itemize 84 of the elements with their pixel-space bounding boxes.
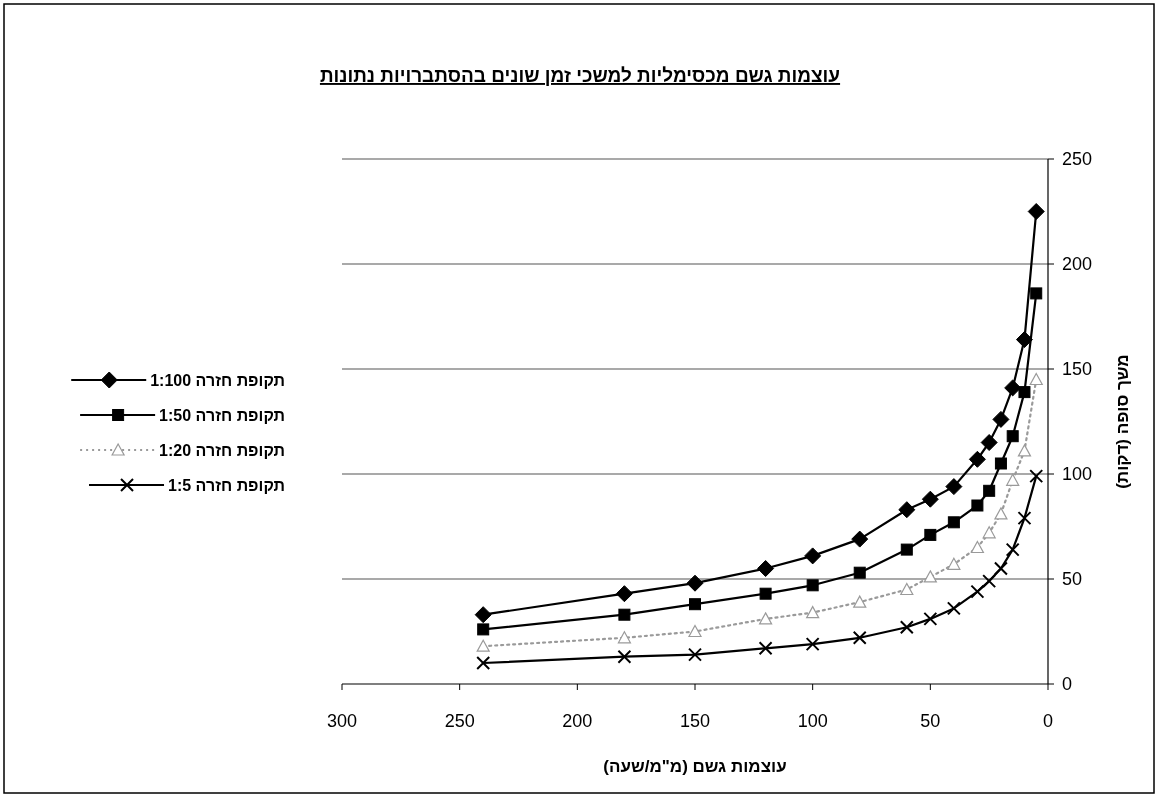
point xyxy=(900,543,913,556)
point xyxy=(853,595,867,608)
point xyxy=(1015,331,1033,349)
legend-label: תקופת חזרה 1:20 xyxy=(159,442,285,459)
point xyxy=(980,434,998,451)
legend-label: תקופת חזרה 1:100 xyxy=(150,372,285,389)
point xyxy=(474,606,492,624)
legend-item: תקופת חזרה 1:100 xyxy=(71,371,285,389)
point xyxy=(615,585,633,603)
point xyxy=(945,478,963,496)
legend-label: תקופת חזרה 1:50 xyxy=(159,407,285,424)
point xyxy=(1005,542,1020,557)
point xyxy=(994,507,1008,520)
point xyxy=(476,639,490,652)
point xyxy=(971,499,984,512)
point xyxy=(947,557,961,570)
point xyxy=(1004,379,1022,397)
y-tick-label: 200 xyxy=(1062,254,1093,274)
point xyxy=(689,598,701,611)
x-tick-label: 250 xyxy=(444,711,475,731)
x-tick-label: 50 xyxy=(920,711,941,731)
point xyxy=(1018,386,1031,399)
point xyxy=(982,526,996,539)
point xyxy=(688,647,702,662)
legend-item: תקופת חזרה 1:5 xyxy=(89,477,285,494)
y-tick-label: 100 xyxy=(1062,464,1093,484)
y-tick-label: 150 xyxy=(1062,359,1093,379)
x-axis-title: עוצמות גשם (מ"מ/שעה) xyxy=(603,757,787,776)
point xyxy=(921,490,939,508)
point xyxy=(1030,287,1043,300)
legend-item: תקופת חזרה 1:50 xyxy=(80,407,285,424)
point xyxy=(993,561,1008,576)
point xyxy=(1027,203,1045,220)
point xyxy=(900,582,914,596)
point xyxy=(946,601,961,616)
point xyxy=(982,574,997,589)
legend-label: תקופת חזרה 1:5 xyxy=(168,477,285,494)
point xyxy=(805,637,820,652)
chart-title: עוצמות גשם מכסימליות למשכי זמן שונים בהסתברויות נתונות xyxy=(319,65,841,86)
point xyxy=(851,530,869,548)
point xyxy=(617,631,631,644)
x-tick-label: 200 xyxy=(562,711,593,731)
y-tick-label: 250 xyxy=(1062,149,1093,169)
x-tick-label: 100 xyxy=(797,711,828,731)
point xyxy=(983,484,996,497)
x-tick-label: 0 xyxy=(1042,711,1054,731)
point xyxy=(806,579,819,592)
point xyxy=(852,630,867,645)
point xyxy=(1029,372,1043,386)
point xyxy=(923,611,938,626)
point xyxy=(994,457,1007,470)
point xyxy=(1017,444,1032,457)
point xyxy=(757,560,775,577)
point xyxy=(1017,511,1032,526)
point xyxy=(476,656,491,670)
y-tick-label: 0 xyxy=(1062,674,1073,694)
point xyxy=(1029,469,1044,484)
point xyxy=(992,410,1010,428)
point xyxy=(970,584,985,599)
point xyxy=(758,641,773,656)
point xyxy=(759,612,773,625)
point xyxy=(617,649,632,664)
point xyxy=(759,587,772,600)
x-tick-label: 300 xyxy=(326,711,358,731)
point xyxy=(923,570,937,583)
point xyxy=(1006,473,1020,486)
point xyxy=(477,623,490,636)
point xyxy=(806,606,820,619)
point xyxy=(686,574,704,592)
point xyxy=(947,516,960,529)
legend-item: תקופת חזרה 1:20 xyxy=(80,442,285,459)
point xyxy=(853,566,866,579)
point xyxy=(688,624,702,638)
point xyxy=(1006,430,1019,443)
point xyxy=(804,547,822,565)
x-tick-label: 150 xyxy=(679,711,711,731)
point xyxy=(899,620,914,635)
point xyxy=(898,501,916,519)
y-axis-title: משך סופה (דקות) xyxy=(1113,354,1132,489)
point xyxy=(618,608,631,621)
point xyxy=(968,450,986,468)
point xyxy=(924,528,937,541)
point xyxy=(970,540,984,554)
y-tick-label: 50 xyxy=(1062,569,1083,589)
